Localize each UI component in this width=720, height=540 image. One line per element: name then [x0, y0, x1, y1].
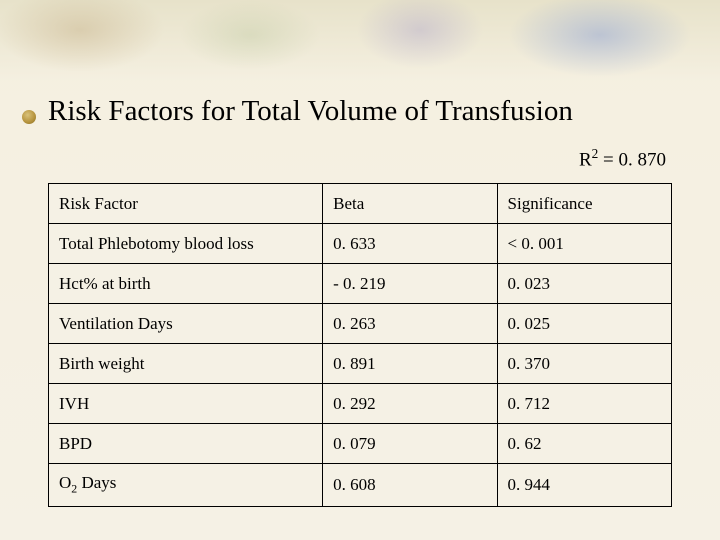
col-header-sig: Significance [497, 184, 671, 224]
cell-factor: Ventilation Days [49, 304, 323, 344]
r2-prefix: R [579, 149, 592, 170]
cell-beta: 0. 263 [323, 304, 497, 344]
cell-beta: 0. 633 [323, 224, 497, 264]
table-row: IVH 0. 292 0. 712 [49, 384, 672, 424]
r-squared-line: R2 = 0. 870 [48, 146, 672, 171]
table-row: Hct% at birth - 0. 219 0. 023 [49, 264, 672, 304]
cell-sig: 0. 370 [497, 344, 671, 384]
table-header-row: Risk Factor Beta Significance [49, 184, 672, 224]
col-header-factor: Risk Factor [49, 184, 323, 224]
risk-factor-table: Risk Factor Beta Significance Total Phle… [48, 183, 672, 506]
cell-factor: Hct% at birth [49, 264, 323, 304]
cell-factor: BPD [49, 424, 323, 464]
slide: Risk Factors for Total Volume of Transfu… [0, 0, 720, 540]
cell-factor: Total Phlebotomy blood loss [49, 224, 323, 264]
cell-beta: 0. 608 [323, 464, 497, 506]
cell-beta: 0. 891 [323, 344, 497, 384]
cell-sig: 0. 62 [497, 424, 671, 464]
cell-beta: 0. 292 [323, 384, 497, 424]
table-row: O2 Days 0. 608 0. 944 [49, 464, 672, 506]
cell-sig: 0. 025 [497, 304, 671, 344]
table-row: Birth weight 0. 891 0. 370 [49, 344, 672, 384]
table-row: Total Phlebotomy blood loss 0. 633 < 0. … [49, 224, 672, 264]
r2-eq: = 0. 870 [598, 149, 666, 170]
cell-sig: < 0. 001 [497, 224, 671, 264]
table-row: Ventilation Days 0. 263 0. 025 [49, 304, 672, 344]
cell-sig: 0. 712 [497, 384, 671, 424]
cell-sig: 0. 944 [497, 464, 671, 506]
slide-title: Risk Factors for Total Volume of Transfu… [48, 95, 672, 128]
cell-beta: 0. 079 [323, 424, 497, 464]
cell-beta: - 0. 219 [323, 264, 497, 304]
col-header-beta: Beta [323, 184, 497, 224]
cell-sig: 0. 023 [497, 264, 671, 304]
cell-factor: O2 Days [49, 464, 323, 506]
table-row: BPD 0. 079 0. 62 [49, 424, 672, 464]
cell-factor: IVH [49, 384, 323, 424]
cell-factor: Birth weight [49, 344, 323, 384]
decorative-bullet [20, 108, 38, 126]
